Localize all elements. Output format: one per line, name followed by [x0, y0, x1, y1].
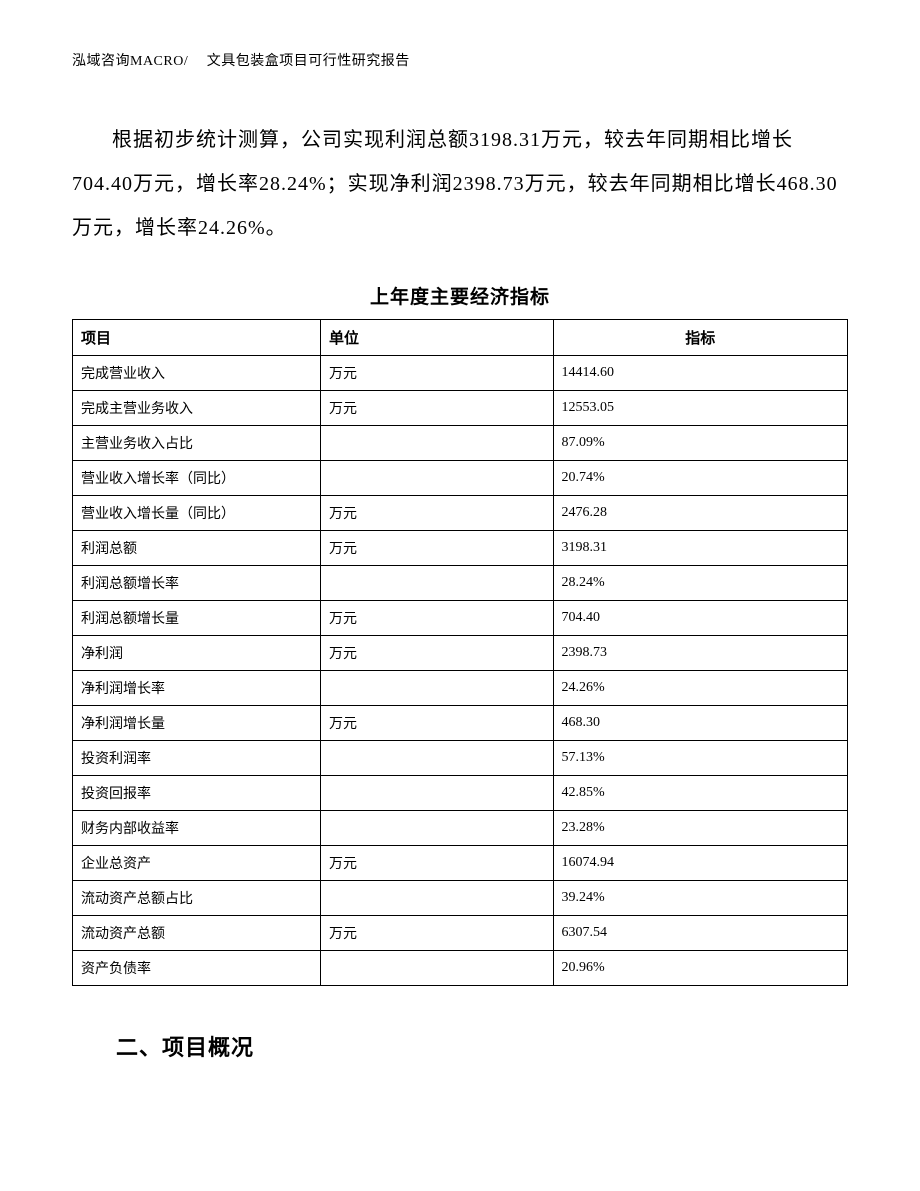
summary-paragraph: 根据初步统计测算，公司实现利润总额3198.31万元，较去年同期相比增长704.…	[72, 118, 848, 250]
section-heading: 二、项目概况	[72, 1030, 848, 1062]
table-cell: 39.24%	[553, 881, 848, 916]
table-header-row: 项目 单位 指标	[73, 320, 848, 356]
table-cell: 净利润增长率	[73, 671, 321, 706]
table-cell: 企业总资产	[73, 846, 321, 881]
table-cell: 利润总额增长率	[73, 566, 321, 601]
table-row: 营业收入增长率（同比） 20.74%	[73, 461, 848, 496]
table-row: 完成主营业务收入万元12553.05	[73, 391, 848, 426]
table-cell: 万元	[321, 391, 554, 426]
table-cell: 704.40	[553, 601, 848, 636]
table-row: 财务内部收益率 23.28%	[73, 811, 848, 846]
table-cell: 完成营业收入	[73, 356, 321, 391]
table-cell: 57.13%	[553, 741, 848, 776]
table-cell: 完成主营业务收入	[73, 391, 321, 426]
table-cell	[321, 811, 554, 846]
table-cell	[321, 951, 554, 986]
table-cell: 万元	[321, 601, 554, 636]
economic-indicators-table: 项目 单位 指标 完成营业收入万元14414.60完成主营业务收入万元12553…	[72, 319, 848, 986]
table-row: 利润总额增长量万元704.40	[73, 601, 848, 636]
table-row: 营业收入增长量（同比）万元2476.28	[73, 496, 848, 531]
table-cell: 资产负债率	[73, 951, 321, 986]
table-cell	[321, 776, 554, 811]
table-cell: 16074.94	[553, 846, 848, 881]
table-cell: 24.26%	[553, 671, 848, 706]
table-row: 净利润增长率 24.26%	[73, 671, 848, 706]
table-title: 上年度主要经济指标	[72, 282, 848, 309]
table-cell: 万元	[321, 531, 554, 566]
table-cell	[321, 461, 554, 496]
table-cell: 净利润	[73, 636, 321, 671]
table-cell: 营业收入增长率（同比）	[73, 461, 321, 496]
table-cell	[321, 671, 554, 706]
table-cell: 投资回报率	[73, 776, 321, 811]
table-cell: 468.30	[553, 706, 848, 741]
table-cell: 87.09%	[553, 426, 848, 461]
table-cell: 28.24%	[553, 566, 848, 601]
table-cell: 利润总额	[73, 531, 321, 566]
table-cell: 万元	[321, 846, 554, 881]
table-cell	[321, 426, 554, 461]
table-cell: 6307.54	[553, 916, 848, 951]
table-cell: 2476.28	[553, 496, 848, 531]
table-row: 利润总额增长率 28.24%	[73, 566, 848, 601]
table-cell: 3198.31	[553, 531, 848, 566]
column-header-project: 项目	[73, 320, 321, 356]
table-cell: 14414.60	[553, 356, 848, 391]
table-cell: 12553.05	[553, 391, 848, 426]
table-row: 投资回报率 42.85%	[73, 776, 848, 811]
table-cell: 万元	[321, 496, 554, 531]
table-cell	[321, 881, 554, 916]
table-row: 净利润增长量万元468.30	[73, 706, 848, 741]
table-cell: 42.85%	[553, 776, 848, 811]
table-cell: 20.96%	[553, 951, 848, 986]
table-cell: 万元	[321, 706, 554, 741]
table-cell: 财务内部收益率	[73, 811, 321, 846]
table-row: 主营业务收入占比 87.09%	[73, 426, 848, 461]
table-cell: 流动资产总额占比	[73, 881, 321, 916]
table-cell: 2398.73	[553, 636, 848, 671]
table-cell: 主营业务收入占比	[73, 426, 321, 461]
table-cell: 净利润增长量	[73, 706, 321, 741]
table-cell: 万元	[321, 636, 554, 671]
table-cell: 23.28%	[553, 811, 848, 846]
column-header-value: 指标	[553, 320, 848, 356]
table-row: 完成营业收入万元14414.60	[73, 356, 848, 391]
table-cell: 万元	[321, 356, 554, 391]
table-cell: 流动资产总额	[73, 916, 321, 951]
table-cell: 20.74%	[553, 461, 848, 496]
table-row: 利润总额万元3198.31	[73, 531, 848, 566]
table-row: 流动资产总额万元6307.54	[73, 916, 848, 951]
table-row: 投资利润率 57.13%	[73, 741, 848, 776]
table-cell: 营业收入增长量（同比）	[73, 496, 321, 531]
table-cell	[321, 566, 554, 601]
document-header: 泓域咨询MACRO/ 文具包装盒项目可行性研究报告	[72, 50, 848, 70]
table-cell: 投资利润率	[73, 741, 321, 776]
table-cell: 利润总额增长量	[73, 601, 321, 636]
table-row: 资产负债率 20.96%	[73, 951, 848, 986]
table-row: 流动资产总额占比 39.24%	[73, 881, 848, 916]
table-cell	[321, 741, 554, 776]
column-header-unit: 单位	[321, 320, 554, 356]
table-cell: 万元	[321, 916, 554, 951]
table-row: 企业总资产万元16074.94	[73, 846, 848, 881]
table-row: 净利润万元2398.73	[73, 636, 848, 671]
